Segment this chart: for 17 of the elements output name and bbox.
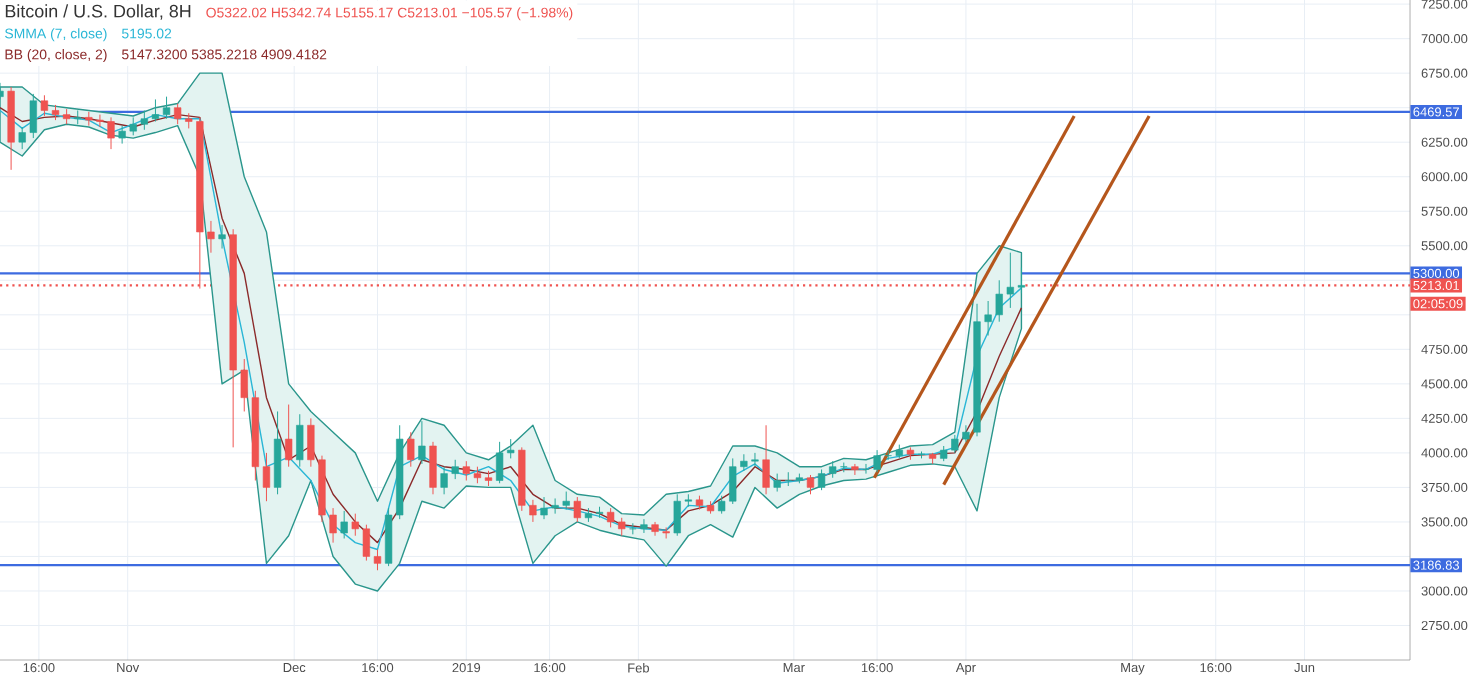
candlestick: [573, 496, 581, 523]
candlestick: [40, 94, 49, 117]
candlestick: [285, 404, 293, 468]
candlestick: [407, 431, 415, 468]
candlestick: [218, 224, 226, 250]
candlestick: [373, 549, 382, 571]
candlestick: [340, 510, 348, 539]
candlestick: [418, 420, 426, 465]
candlestick: [762, 424, 770, 495]
candlestick: [162, 96, 171, 120]
candlestick: [429, 441, 437, 495]
candlestick: [640, 518, 648, 534]
candlestick: [806, 474, 815, 495]
chart-title: Bitcoin / U.S. Dollar, 8H: [5, 4, 191, 20]
candlestick: [851, 463, 859, 476]
candlestick: [873, 449, 881, 473]
candlestick: [296, 413, 304, 468]
